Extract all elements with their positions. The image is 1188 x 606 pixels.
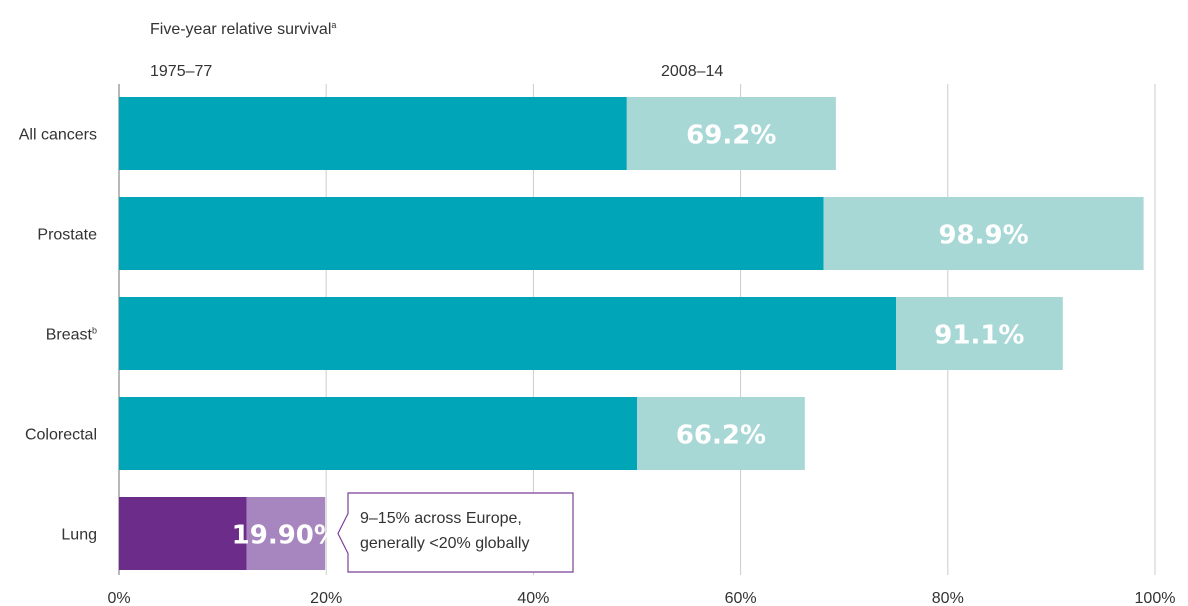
- chart-title: Five-year relative survivala: [150, 20, 336, 38]
- category-label: Colorectal: [25, 427, 97, 444]
- category-label: Breastb: [46, 326, 97, 344]
- category-label: Lung: [61, 527, 97, 544]
- data-label: 19.90%: [232, 521, 340, 551]
- data-label: 91.1%: [934, 321, 1024, 351]
- x-tick-label: 40%: [517, 590, 549, 606]
- data-label: 69.2%: [686, 121, 776, 151]
- bar-1975-77: [119, 297, 896, 370]
- lung-annotation: 9–15% across Europe, generally <20% globa…: [337, 492, 574, 573]
- callout-box: [337, 492, 574, 573]
- x-tick-label: 80%: [932, 590, 964, 606]
- x-tick-label: 100%: [1135, 590, 1176, 606]
- callout-text: generally <20% globally: [360, 535, 529, 552]
- bar-1975-77: [119, 197, 824, 270]
- data-label: 98.9%: [938, 221, 1028, 251]
- x-tick-label: 0%: [107, 590, 130, 606]
- category-label: All cancers: [19, 127, 97, 144]
- x-tick-labels: 0% 20% 40% 60% 80% 100%: [107, 590, 1175, 606]
- data-label: 66.2%: [676, 421, 766, 451]
- bars: 69.2% 98.9% 91.1% 66.2% 19.90%: [119, 97, 1144, 570]
- callout-text: 9–15% across Europe,: [360, 510, 522, 527]
- bar-1975-77: [119, 397, 637, 470]
- bar-1975-77: [119, 497, 247, 570]
- category-label: Prostate: [37, 227, 97, 244]
- series-label-1975-77: 1975–77: [150, 63, 212, 80]
- category-labels: All cancers Prostate Breastb Colorectal Lung: [19, 127, 97, 544]
- bar-1975-77: [119, 97, 627, 170]
- series-label-2008-14: 2008–14: [661, 63, 723, 80]
- x-tick-label: 20%: [310, 590, 342, 606]
- x-tick-label: 60%: [725, 590, 757, 606]
